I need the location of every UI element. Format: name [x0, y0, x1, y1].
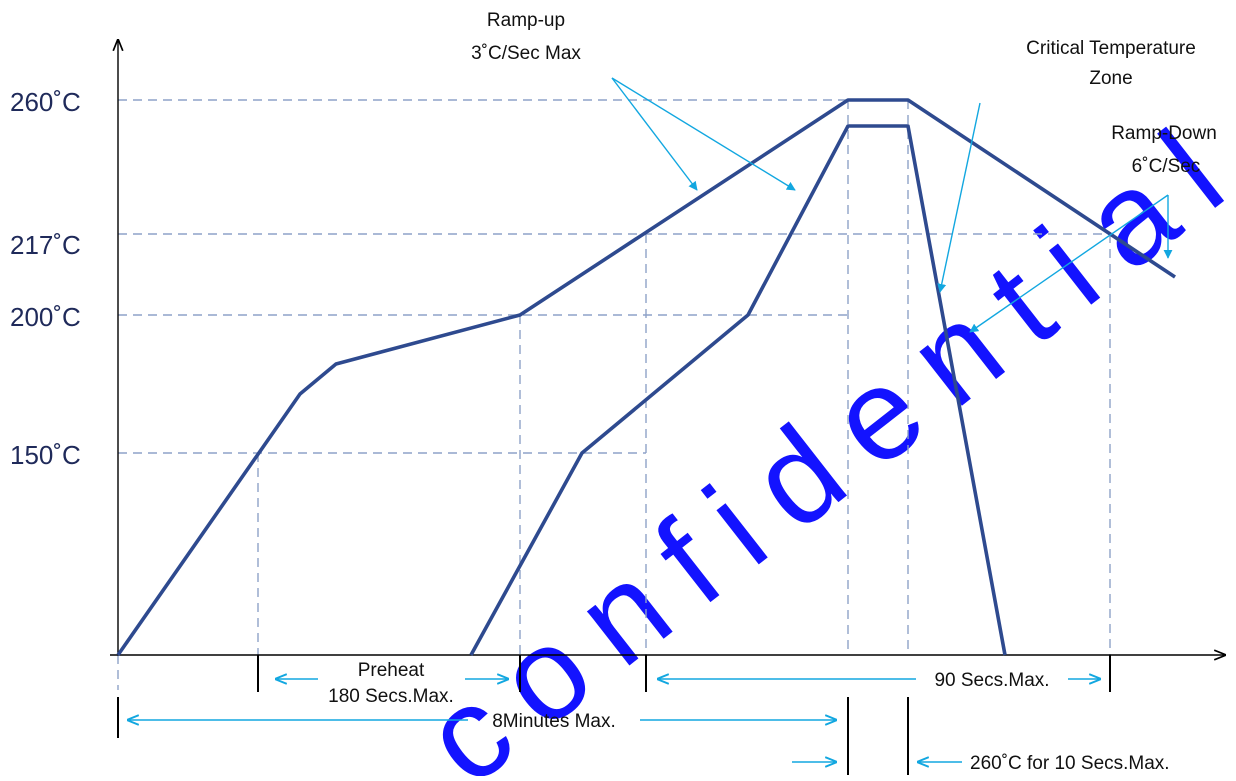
y-label-217: 217˚C: [10, 230, 81, 260]
ramp-down-arrow-1: [969, 194, 1169, 333]
peak-time-label: 260˚C for 10 Secs.Max.: [970, 753, 1170, 774]
time-ticks: [117, 655, 1111, 775]
ramp-up-label-2: 3˚C/Sec Max: [471, 43, 581, 64]
profile-curves: [116, 98, 1176, 657]
ramp-up-arrow-1: [611, 77, 698, 191]
y-label-200: 200˚C: [10, 302, 81, 332]
upper-limit-profile: [116, 98, 1176, 657]
ramp-down-label-2: 6˚C/Sec: [1132, 156, 1201, 177]
y-axis-labels: 260˚C 217˚C 200˚C 150˚C: [10, 87, 81, 470]
critical-zone-label-2: Zone: [1089, 68, 1132, 89]
critical-zone-label-1: Critical Temperature: [1026, 38, 1196, 59]
lower-limit-profile: [469, 124, 1007, 656]
total-time-label: 8Minutes Max.: [492, 711, 616, 732]
ramp-up-arrow-2: [611, 77, 796, 191]
critical-zone-arrow: [937, 102, 981, 293]
annotation-arrows: [128, 77, 1173, 762]
y-label-150: 150˚C: [10, 440, 81, 470]
preheat-label-2: 180 Secs.Max.: [328, 686, 454, 707]
preheat-label-1: Preheat: [358, 660, 425, 681]
ramp-up-label-1: Ramp-up: [487, 10, 565, 31]
guide-lines: [117, 99, 1111, 690]
axes: [110, 40, 1225, 655]
ramp-down-label-1: Ramp-Down: [1111, 123, 1217, 144]
annotation-labels: Ramp-up 3˚C/Sec Max Critical Temperature…: [328, 10, 1217, 774]
above-liquidus-label: 90 Secs.Max.: [934, 670, 1049, 691]
y-label-260: 260˚C: [10, 87, 81, 117]
